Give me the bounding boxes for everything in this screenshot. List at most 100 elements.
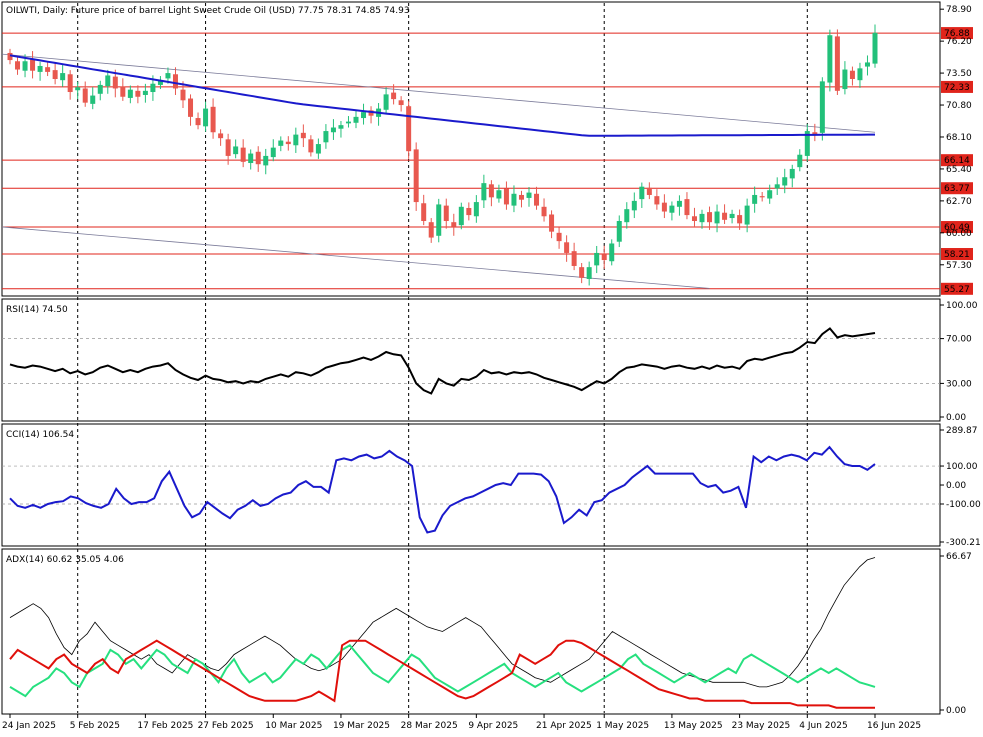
cci-panel-frame (1, 423, 941, 547)
candle-body (225, 139, 231, 156)
time-tick-label: 1 May 2025 (596, 721, 649, 731)
candle-body (308, 139, 314, 153)
main-header: OILWTI, Daily: Future price of barrel Li… (6, 6, 410, 16)
candle-body (361, 112, 367, 119)
candle-body (864, 62, 870, 67)
candle-body (436, 204, 442, 236)
moving-average (9, 54, 875, 137)
candle-body (714, 211, 720, 224)
candle-body (353, 116, 359, 123)
candle-body (37, 65, 43, 72)
level-tag (941, 221, 973, 234)
level-label: 60.49 (944, 223, 970, 233)
cci-header: CCI(14) 106.54 (6, 430, 74, 440)
indicator-tick-label: 0.00 (946, 706, 966, 716)
minus_di-line (9, 639, 875, 709)
rsi-panel-frame (1, 298, 941, 422)
candle-body (774, 184, 780, 189)
price-panel-frame (1, 1, 941, 297)
candle-body (586, 267, 592, 279)
adx-indicator: 66.67 0.00 (9, 552, 972, 716)
candle-body (534, 193, 540, 206)
candle-body (737, 215, 743, 224)
price-tick-label: 57.30 (946, 261, 972, 271)
indicator-tick-label: 100.00 (946, 301, 978, 311)
price-tick-label: 62.70 (946, 197, 972, 207)
price-tick-label: 68.10 (946, 133, 972, 143)
candle-body (804, 131, 810, 156)
time-tick-label: 9 Apr 2025 (468, 721, 518, 731)
candle-body (744, 205, 750, 225)
candle-body (278, 140, 284, 146)
candle-body (707, 212, 713, 223)
candle-body (834, 36, 840, 91)
indicator-tick-label: 66.67 (946, 552, 972, 562)
price-tick-label: 73.50 (946, 69, 972, 79)
candle-body (135, 90, 141, 97)
time-tick-label: 28 Mar 2025 (401, 721, 458, 731)
candle-body (473, 202, 479, 217)
candle-body (488, 184, 494, 198)
candle-body (398, 100, 404, 106)
candle-body (601, 254, 607, 261)
candle-body (15, 61, 21, 70)
candle-body (609, 243, 615, 262)
candle-body (300, 132, 306, 139)
ma-line (9, 54, 875, 137)
candle-body (345, 121, 351, 124)
indicator-tick-label: -100.00 (946, 500, 981, 510)
candle-body (646, 187, 652, 195)
candle-body (789, 168, 795, 179)
candle-body (451, 222, 457, 227)
level-label: 66.14 (944, 156, 970, 166)
candle-body (639, 186, 645, 200)
indicator-tick-label: 70.00 (946, 335, 972, 345)
candle-body (263, 155, 269, 166)
date-separators (77, 3, 808, 713)
candle-body (150, 83, 156, 93)
candle-body (240, 147, 246, 162)
level-label: 58.21 (944, 250, 970, 260)
candle-body (330, 127, 336, 133)
candle-body (97, 84, 103, 94)
candle-body (518, 194, 524, 200)
candle-body (496, 190, 502, 199)
candle-body (458, 206, 464, 226)
time-tick-label: 27 Feb 2025 (198, 721, 254, 731)
candle-body (127, 89, 133, 98)
candle-body (849, 70, 855, 79)
candle-body (285, 141, 291, 145)
candle-body (391, 92, 397, 100)
candle-body (722, 212, 728, 220)
level-tag (941, 248, 973, 261)
indicator-tick-label: -300.21 (946, 538, 981, 548)
candle-body (67, 74, 73, 93)
candle-body (142, 90, 148, 95)
candle-body (556, 232, 562, 242)
indicator-tick-label: 0.00 (946, 481, 966, 491)
candle-body (112, 76, 118, 89)
level-tag (941, 154, 973, 167)
candle-body (210, 106, 216, 133)
indicator-tick-label: 30.00 (946, 379, 972, 389)
horizontal-levels: 76.88 72.33 66.14 63.77 60.49 58.21 55.27 (2, 27, 973, 295)
candle-body (624, 209, 630, 223)
candle-body (30, 59, 36, 71)
level-tag (941, 182, 973, 195)
upper-trendline (1, 53, 876, 133)
adx-panel-frame (1, 548, 941, 715)
candle-body (172, 74, 178, 89)
candle-body (165, 73, 171, 79)
candle-body (338, 125, 344, 129)
candle-body (631, 200, 637, 211)
price-tick-label: 70.80 (946, 101, 972, 111)
candle-body (797, 154, 803, 168)
level-label: 63.77 (944, 184, 970, 194)
time-tick-label: 4 Jun 2025 (799, 721, 847, 731)
candle-body (691, 216, 697, 221)
time-tick-label: 21 Apr 2025 (536, 721, 592, 731)
candle-body (270, 147, 276, 158)
candle-body (616, 221, 622, 242)
